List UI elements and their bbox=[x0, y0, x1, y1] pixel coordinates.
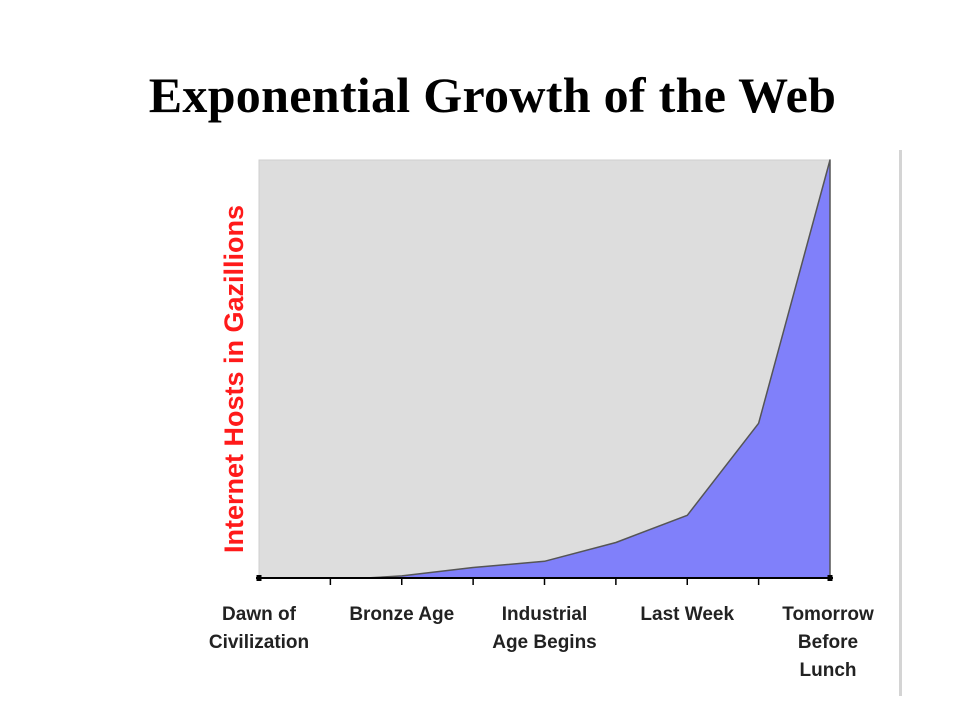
slide-divider-line bbox=[899, 150, 902, 696]
x-tick-label: Industrial Age Begins bbox=[492, 604, 597, 653]
y-axis-label: Internet Hosts in Gazillions bbox=[219, 205, 249, 553]
x-tick-label: Dawn of Civilization bbox=[209, 604, 309, 653]
hosts-area-series bbox=[258, 159, 831, 579]
x-tick-label: Tomorrow Before Lunch bbox=[782, 604, 874, 681]
x-tick-label: Bronze Age bbox=[349, 604, 454, 625]
slide-title: Exponential Growth of the Web bbox=[148, 67, 837, 123]
x-tick-label: Last Week bbox=[640, 604, 734, 625]
